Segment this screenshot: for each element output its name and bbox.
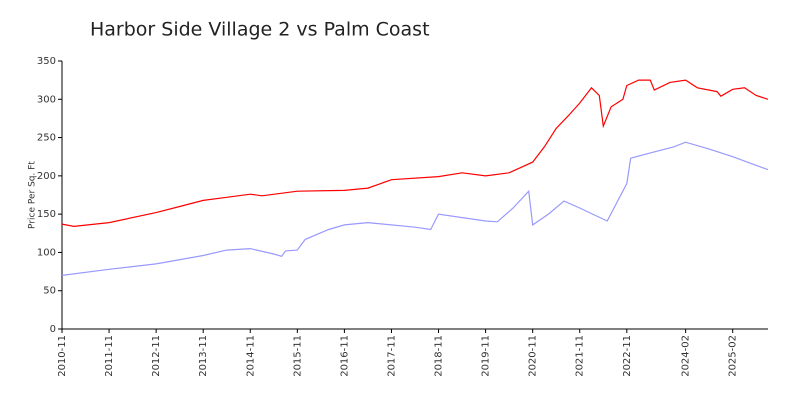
x-tick-label: 2020-11 <box>528 335 539 377</box>
x-tick-label: 2015-11 <box>292 335 303 377</box>
series-line <box>61 79 769 228</box>
y-tick-label: 200 <box>37 171 56 182</box>
x-tick-label: 2010-11 <box>57 335 68 377</box>
x-tick-label: 2021-11 <box>575 335 586 377</box>
chart-title: Harbor Side Village 2 vs Palm Coast <box>90 19 430 41</box>
x-tick-label: 2024-02 <box>681 335 692 377</box>
y-tick-label: 300 <box>37 94 56 105</box>
y-tick-label: 350 <box>37 56 56 67</box>
y-tick-label: 0 <box>50 324 56 335</box>
x-tick-label: 2018-11 <box>434 335 445 377</box>
x-tick-label: 2014-11 <box>245 335 256 377</box>
x-tick-label: 2013-11 <box>198 335 209 377</box>
y-tick-label: 100 <box>37 247 56 258</box>
x-tick-label: 2017-11 <box>386 335 397 377</box>
series-line <box>61 141 769 276</box>
x-tick-label: 2016-11 <box>339 335 350 377</box>
x-tick-label: 2025-02 <box>728 335 739 377</box>
y-axis-label: Price Per Sq. Ft <box>28 161 38 229</box>
y-tick-label: 250 <box>37 133 56 144</box>
x-tick-label: 2019-11 <box>481 335 492 377</box>
x-tick-label: 2022-11 <box>622 335 633 377</box>
x-tick-label: 2012-11 <box>151 335 162 377</box>
y-tick-label: 150 <box>37 209 56 220</box>
y-tick-label: 50 <box>43 286 56 297</box>
x-tick-label: 2011-11 <box>104 335 115 377</box>
